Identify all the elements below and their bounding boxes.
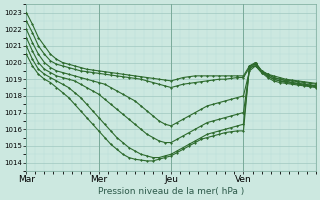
X-axis label: Pression niveau de la mer( hPa ): Pression niveau de la mer( hPa )	[98, 187, 244, 196]
